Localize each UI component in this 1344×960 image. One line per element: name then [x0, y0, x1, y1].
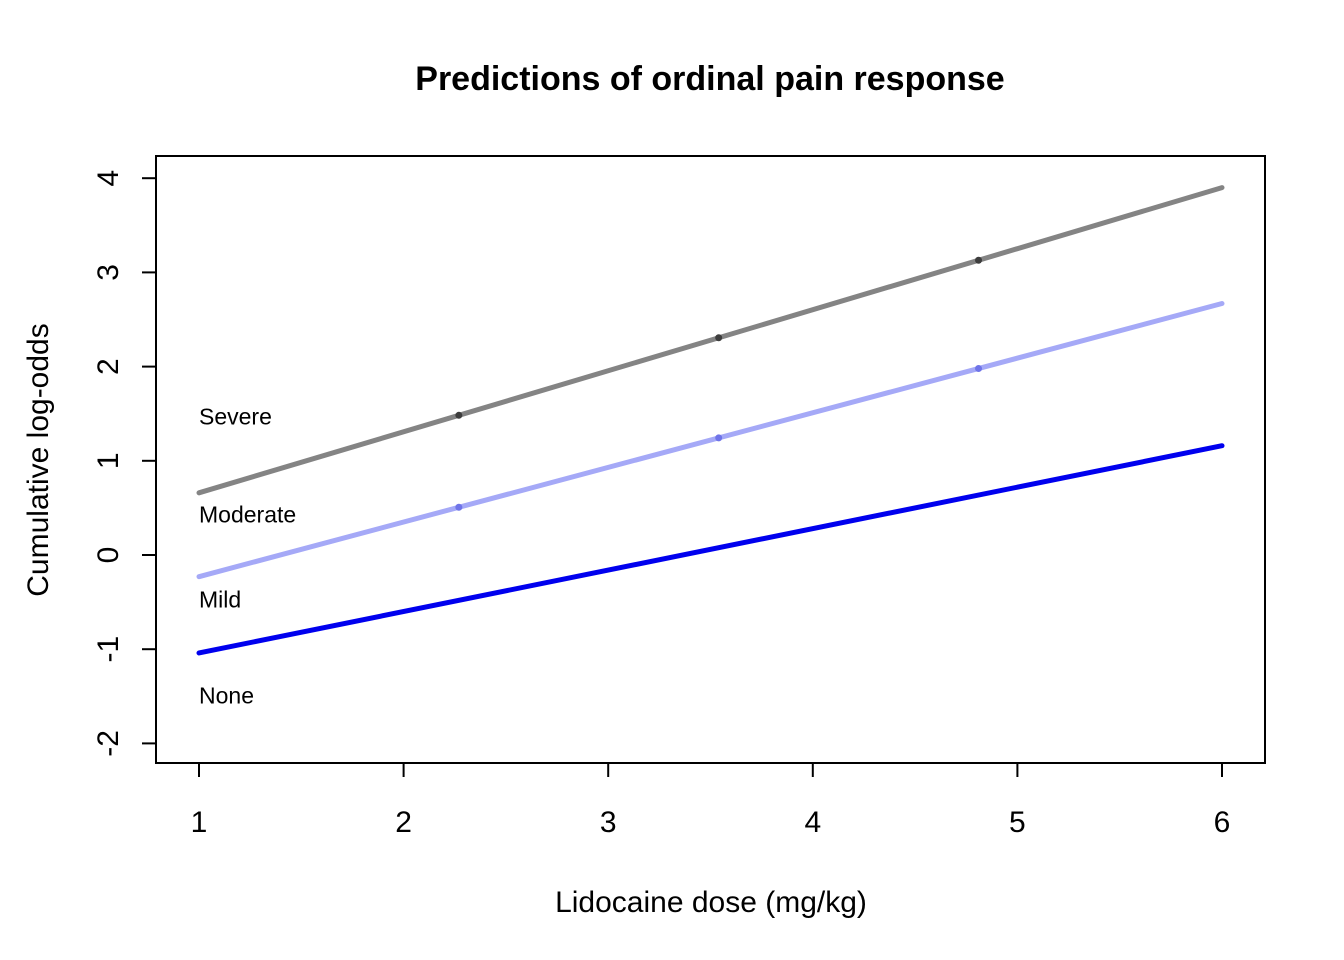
- plot-area: 1 2 3 4 5 6 -2 -1 0 1 2 3 4 Severe Moderate Mild None: [92, 155, 1266, 839]
- series-line-gray: [196, 185, 1225, 496]
- series-point-periwinkle: [455, 503, 463, 511]
- series-point-periwinkle: [715, 434, 723, 442]
- x-tick-label: 3: [600, 806, 617, 839]
- series-point-gray: [455, 411, 463, 419]
- y-tick-label: 1: [92, 452, 125, 469]
- y-tick-label: 3: [92, 264, 125, 281]
- series-point-gray: [715, 334, 723, 342]
- x-tick-label: 6: [1214, 806, 1231, 839]
- x-tick-label: 5: [1009, 806, 1026, 839]
- annotation-moderate: Moderate: [199, 501, 296, 527]
- x-tick-label: 1: [191, 806, 208, 839]
- x-axis-label: Lidocaine dose (mg/kg): [555, 886, 867, 919]
- x-tick-label: 2: [395, 806, 412, 839]
- annotation-severe: Severe: [199, 404, 272, 430]
- series-point-periwinkle: [975, 365, 983, 373]
- annotation-none: None: [199, 682, 254, 708]
- x-tick-label: 4: [804, 806, 821, 839]
- plot-frame: [155, 155, 1266, 764]
- series-line-periwinkle: [196, 300, 1225, 580]
- y-tick-label: 4: [92, 170, 125, 187]
- series-point-gray: [975, 256, 983, 264]
- annotation-mild: Mild: [199, 586, 241, 612]
- y-axis-label: Cumulative log-odds: [22, 323, 55, 596]
- y-tick-label: -1: [92, 636, 125, 663]
- y-tick-label: -2: [92, 730, 125, 757]
- y-tick-label: 0: [92, 547, 125, 564]
- y-tick-label: 2: [92, 358, 125, 375]
- chart-title: Predictions of ordinal pain response: [415, 60, 1004, 98]
- series-line-blue: [196, 443, 1225, 656]
